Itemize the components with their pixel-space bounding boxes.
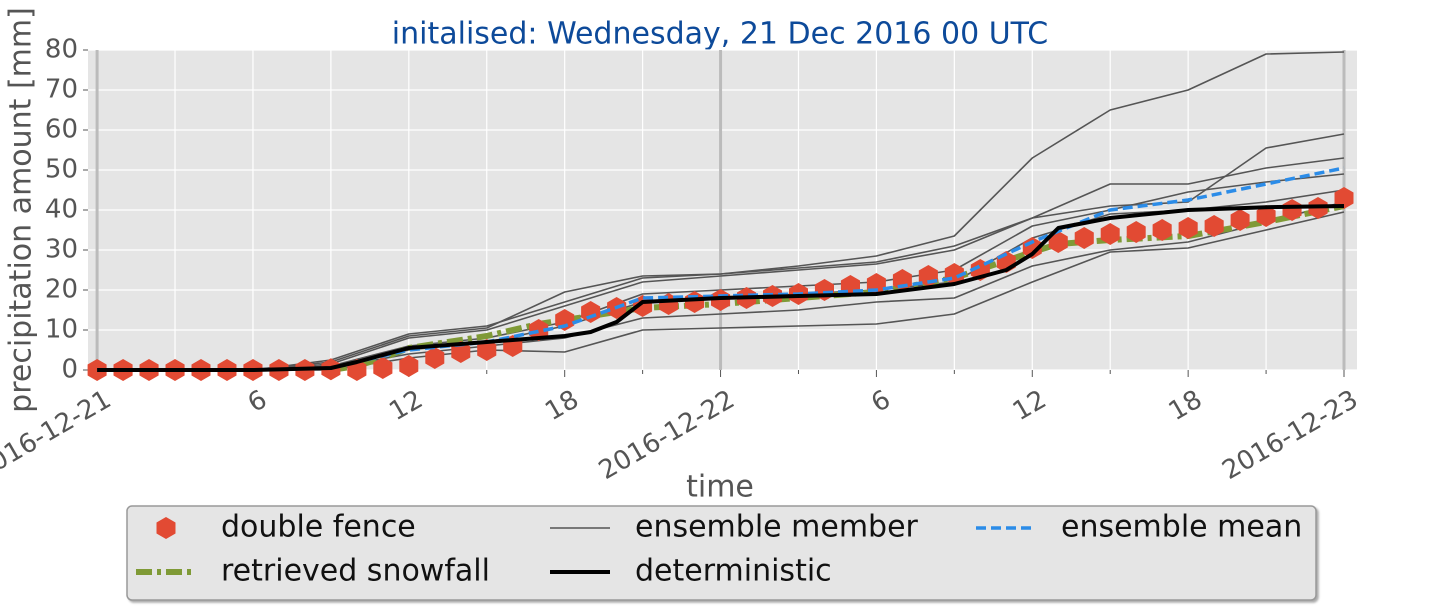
y-tick-label: 0 — [61, 355, 78, 385]
double-fence-marker — [399, 355, 419, 377]
double-fence-marker — [477, 339, 497, 361]
x-axis-label: time — [686, 470, 754, 505]
x-tick-label: 18 — [1164, 385, 1208, 428]
y-tick-label: 70 — [45, 75, 78, 105]
double-fence-marker — [1230, 209, 1250, 231]
double-fence-marker — [1204, 215, 1224, 237]
double-fence-marker — [1152, 219, 1172, 241]
double-fence-marker — [1334, 187, 1354, 209]
legend-marker — [156, 517, 176, 539]
x-tick-label: 6 — [243, 385, 272, 419]
y-tick-label: 10 — [45, 315, 78, 345]
y-tick-label: 80 — [45, 35, 78, 65]
double-fence-marker — [1282, 199, 1302, 221]
legend-items: double fence retrieved snowfall ensemble m… — [136, 510, 1302, 589]
double-fence-marker — [1074, 227, 1094, 249]
marks — [87, 51, 1354, 381]
double-fence-marker — [425, 347, 445, 369]
y-tick-label: 50 — [45, 155, 78, 185]
deterministic-line — [97, 204, 1345, 372]
legend-label: ensemble member — [635, 510, 919, 545]
y-tick-label: 20 — [45, 275, 78, 305]
x-tick-label: 2016-12-23 — [1217, 385, 1363, 487]
y-tick-label: 60 — [45, 115, 78, 145]
legend-label: ensemble mean — [1061, 510, 1302, 545]
double-fence-marker — [1048, 231, 1068, 253]
legend-label: double fence — [221, 510, 416, 545]
double-fence-marker — [373, 357, 393, 379]
x-tick-label: 12 — [1008, 385, 1052, 428]
legend-label: deterministic — [635, 554, 832, 589]
double-fence-marker — [529, 319, 549, 341]
double-fence-marker — [1100, 223, 1120, 245]
retrieved-snowfall-line — [330, 203, 1345, 373]
double-fence-marker — [1256, 205, 1276, 227]
x-tick-label: 18 — [540, 385, 584, 428]
legend-label: retrieved snowfall — [221, 554, 490, 589]
x-tick-label: 6 — [866, 385, 895, 419]
double-fence-marker — [1126, 221, 1146, 243]
double-fence-marker — [581, 301, 601, 323]
y-axis-label: precipitation amount [mm] — [4, 7, 39, 413]
legend — [126, 505, 1317, 601]
y-tick-label: 30 — [45, 235, 78, 265]
y-tick-label: 40 — [45, 195, 78, 225]
x-tick-label: 12 — [384, 385, 428, 428]
double-fence-marker — [1178, 217, 1198, 239]
chart-title: initalised: Wednesday, 21 Dec 2016 00 UT… — [392, 17, 1048, 52]
